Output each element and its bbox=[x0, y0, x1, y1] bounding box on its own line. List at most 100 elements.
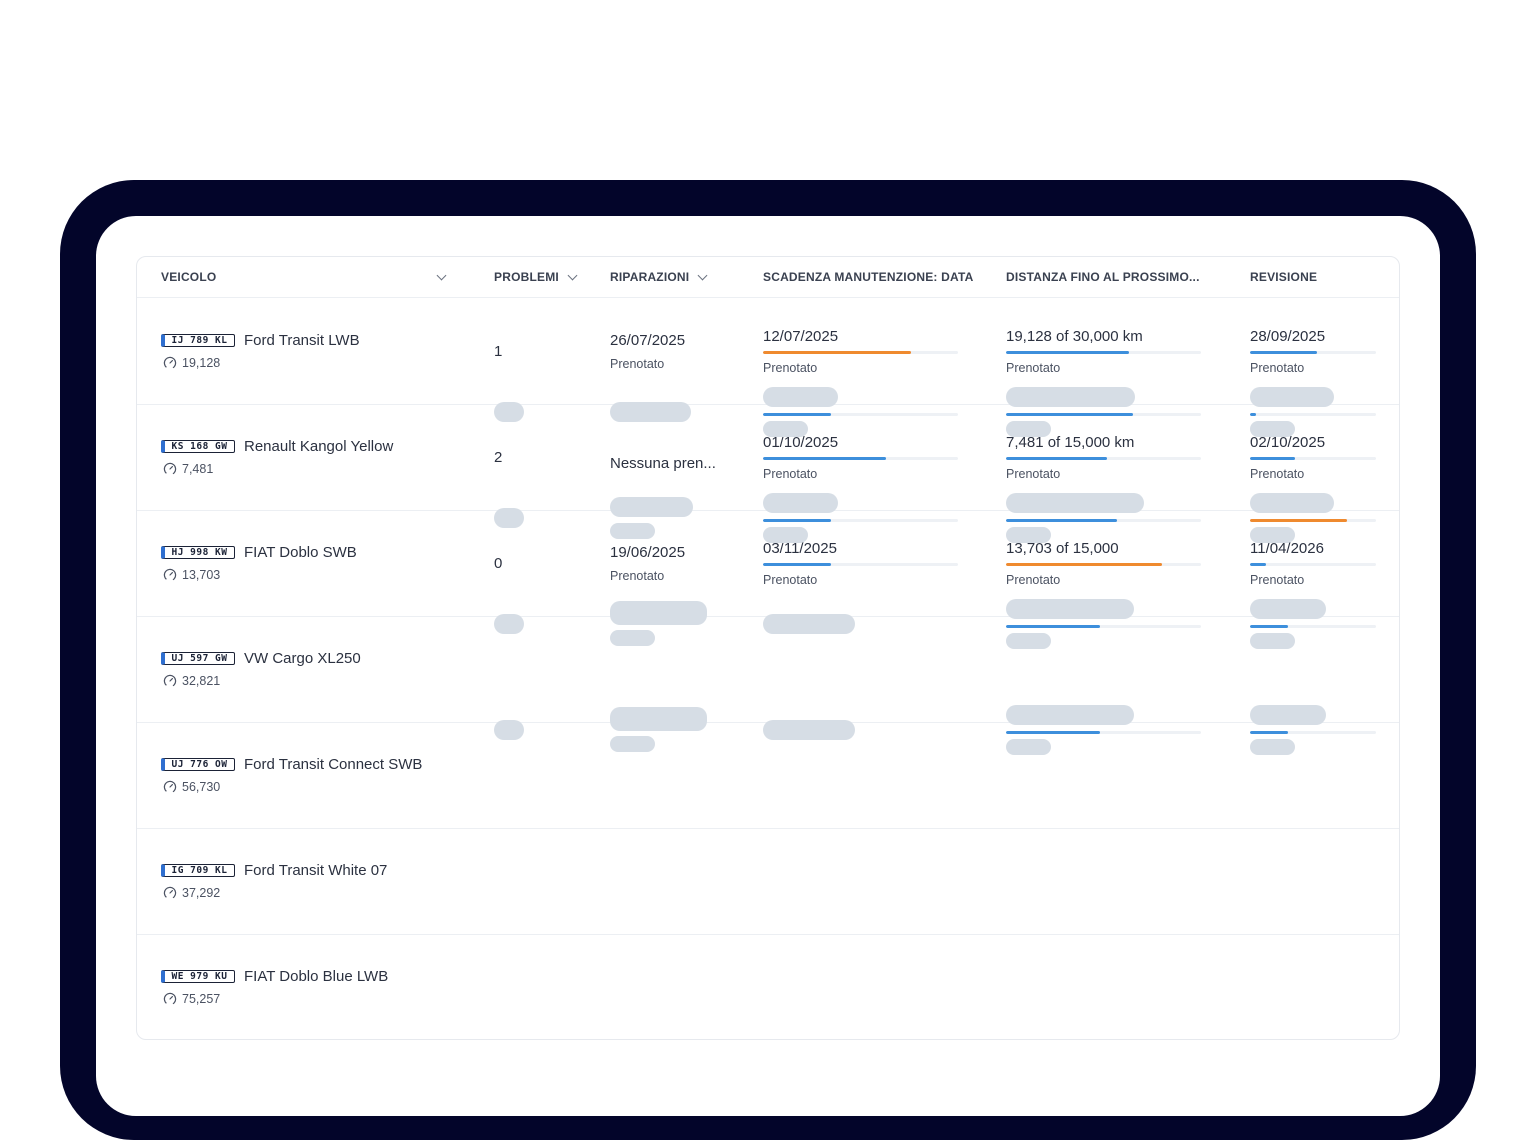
skeleton-placeholder bbox=[763, 614, 855, 634]
maintenance-progress-track bbox=[763, 563, 958, 566]
mileage: 37,292 bbox=[163, 886, 220, 900]
inspection-progress-fill bbox=[1250, 731, 1288, 734]
inspection-date: 02/10/2025 bbox=[1250, 434, 1326, 451]
maintenance-progress-fill bbox=[763, 413, 831, 416]
distance-progress-fill bbox=[1006, 731, 1100, 734]
skeleton-placeholder bbox=[610, 497, 693, 517]
maintenance-progress-track bbox=[763, 457, 958, 460]
skeleton-placeholder bbox=[763, 493, 838, 513]
distance-progress-track bbox=[1006, 625, 1201, 628]
repair-date: 26/07/2025 bbox=[610, 332, 686, 349]
skeleton-placeholder bbox=[1250, 599, 1326, 619]
skeleton-placeholder bbox=[610, 707, 707, 731]
problems-count: 0 bbox=[494, 555, 503, 572]
skeleton-placeholder bbox=[1250, 387, 1334, 407]
header-repairs[interactable]: RIPARAZIONI bbox=[610, 270, 708, 284]
distance-value: 13,703 of 15,000 bbox=[1006, 540, 1119, 557]
distance-value: 19,128 of 30,000 km bbox=[1006, 328, 1143, 345]
vehicles-table: VEICOLO PROBLEMI RIPARAZIONI SCADENZA MA… bbox=[136, 256, 1400, 1040]
skeleton-placeholder bbox=[763, 527, 808, 543]
mileage-value: 32,821 bbox=[182, 674, 221, 688]
vehicle-name[interactable]: Ford Transit LWB bbox=[244, 332, 360, 349]
vehicle-name[interactable]: Ford Transit White 07 bbox=[244, 862, 388, 879]
repair-date: Nessuna pren... bbox=[610, 455, 716, 472]
skeleton-placeholder bbox=[1006, 633, 1051, 649]
license-plate: HJ 998 KW bbox=[161, 546, 235, 559]
table-row[interactable]: WE 979 KU FIAT Doblo Blue LWB 75,257 bbox=[137, 705, 1399, 1040]
vehicle-name[interactable]: VW Cargo XL250 bbox=[244, 650, 361, 667]
skeleton-placeholder bbox=[763, 421, 808, 437]
inspection-date: 11/04/2026 bbox=[1250, 540, 1324, 557]
distance-progress-fill bbox=[1006, 457, 1107, 460]
header-distance[interactable]: DISTANZA FINO AL PROSSIMO... bbox=[1006, 270, 1200, 284]
header-inspection[interactable]: REVISIONE bbox=[1250, 270, 1318, 284]
distance-progress-track bbox=[1006, 413, 1201, 416]
distance-progress-fill bbox=[1006, 563, 1162, 566]
header-vehicle[interactable]: VEICOLO bbox=[161, 270, 447, 284]
license-plate: IG 709 KL bbox=[161, 864, 235, 877]
table-row[interactable]: HJ 998 KW FIAT Doblo SWB 13,703 0 19/06/2025… bbox=[137, 510, 1399, 617]
maintenance-progress-fill bbox=[763, 519, 831, 522]
inspection-progress-track bbox=[1250, 457, 1376, 460]
skeleton-placeholder bbox=[610, 601, 707, 625]
vehicle-name[interactable]: Ford Transit Connect SWB bbox=[244, 756, 423, 773]
skeleton-placeholder bbox=[1250, 739, 1295, 755]
table-header: VEICOLO PROBLEMI RIPARAZIONI SCADENZA MA… bbox=[137, 257, 1399, 298]
mileage: 75,257 bbox=[163, 992, 220, 1006]
vehicle-name[interactable]: FIAT Doblo SWB bbox=[244, 544, 357, 561]
speedometer-icon bbox=[163, 568, 182, 582]
skeleton-placeholder bbox=[494, 402, 524, 422]
maintenance-progress-fill bbox=[763, 351, 911, 354]
mileage-value: 37,292 bbox=[182, 886, 221, 900]
skeleton-placeholder bbox=[494, 508, 524, 528]
maintenance-progress-track bbox=[763, 519, 958, 522]
skeleton-placeholder bbox=[494, 614, 524, 634]
distance-progress-fill bbox=[1006, 519, 1117, 522]
inspection-progress-fill bbox=[1250, 563, 1266, 566]
license-plate: WE 979 KU bbox=[161, 970, 235, 983]
distance-status: Prenotato bbox=[1006, 361, 1061, 375]
mileage-value: 75,257 bbox=[182, 992, 221, 1006]
license-plate: IJ 789 KL bbox=[161, 334, 235, 347]
skeleton-placeholder bbox=[1006, 493, 1144, 513]
skeleton-placeholder bbox=[1006, 739, 1051, 755]
skeleton-placeholder bbox=[494, 720, 524, 740]
maintenance-date: 12/07/2025 bbox=[763, 328, 839, 345]
repair-date: 19/06/2025 bbox=[610, 544, 686, 561]
table-row[interactable]: IG 709 KL Ford Transit White 07 37,292 bbox=[137, 599, 1399, 935]
skeleton-placeholder bbox=[1250, 421, 1295, 437]
mileage: 19,128 bbox=[163, 356, 220, 370]
vehicle-name[interactable]: Renault Kangol Yellow bbox=[244, 438, 394, 455]
maintenance-date: 03/11/2025 bbox=[763, 540, 837, 557]
table-row[interactable]: UJ 597 GW VW Cargo XL250 32,821 bbox=[137, 387, 1399, 723]
distance-value: 7,481 of 15,000 km bbox=[1006, 434, 1135, 451]
problems-count: 2 bbox=[494, 449, 503, 466]
vehicle-name[interactable]: FIAT Doblo Blue LWB bbox=[244, 968, 389, 985]
skeleton-placeholder bbox=[1006, 421, 1051, 437]
header-maintenance-date[interactable]: SCADENZA MANUTENZIONE: DATA bbox=[763, 270, 974, 284]
speedometer-icon bbox=[163, 992, 182, 1006]
license-plate: KS 168 GW bbox=[161, 440, 235, 453]
distance-status: Prenotato bbox=[1006, 467, 1061, 481]
table-row[interactable]: UJ 776 OW Ford Transit Connect SWB 56,730 bbox=[137, 493, 1399, 829]
inspection-progress-fill bbox=[1250, 625, 1288, 628]
speedometer-icon bbox=[163, 462, 182, 476]
header-problems[interactable]: PROBLEMI bbox=[494, 270, 578, 284]
speedometer-icon bbox=[163, 780, 182, 794]
mileage: 56,730 bbox=[163, 780, 220, 794]
repair-status: Prenotato bbox=[610, 569, 665, 583]
inspection-date: 28/09/2025 bbox=[1250, 328, 1326, 345]
inspection-progress-track bbox=[1250, 351, 1376, 354]
maintenance-progress-track bbox=[763, 351, 958, 354]
skeleton-placeholder bbox=[1006, 387, 1135, 407]
inspection-progress-track bbox=[1250, 413, 1376, 416]
license-plate: UJ 776 OW bbox=[161, 758, 235, 771]
distance-progress-track bbox=[1006, 351, 1201, 354]
skeleton-placeholder bbox=[1250, 705, 1326, 725]
distance-progress-track bbox=[1006, 519, 1201, 522]
speedometer-icon bbox=[163, 356, 182, 370]
maintenance-date: 01/10/2025 bbox=[763, 434, 839, 451]
skeleton-placeholder bbox=[610, 523, 655, 539]
mileage-value: 7,481 bbox=[182, 462, 214, 476]
inspection-status: Prenotato bbox=[1250, 467, 1305, 481]
